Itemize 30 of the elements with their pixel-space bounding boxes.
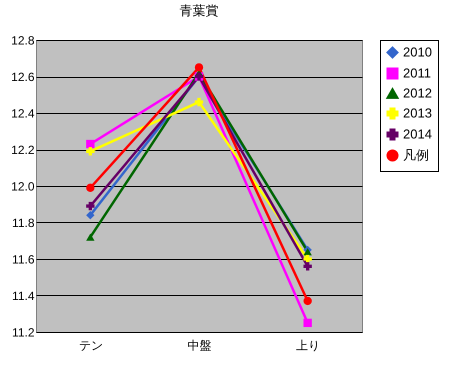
point [86,202,95,210]
legend-label: 凡例 [403,148,429,162]
legend-label: 2011 [403,66,431,80]
y-tick-label: 11.6 [12,252,35,266]
point [86,211,95,220]
y-tick-label: 12.2 [11,143,35,157]
point [303,248,312,256]
legend-label: 2014 [403,126,432,142]
y-tick-label: 11.8 [12,216,35,230]
y-tick-label: 11.2 [12,326,35,340]
legend-label: 2012 [403,86,432,100]
y-tick-label: 12.6 [11,70,35,84]
x-tick-label: 中盤 [188,338,212,352]
y-tick-label: 11.4 [12,289,35,303]
point [303,262,312,270]
chart-title: 青葉賞 [180,4,218,19]
y-tick-label: 12.8 [11,34,35,48]
legend-label: 2013 [403,106,432,120]
point [86,184,95,192]
legend-label: 2010 [403,44,432,60]
y-tick-label: 12.4 [11,106,35,120]
x-tick-label: テン [78,338,103,352]
point [194,63,204,72]
point [303,318,312,328]
x-tick-label: 上り [296,338,320,352]
y-tick-label: 12.0 [11,180,35,194]
point [303,296,312,306]
point [86,233,95,241]
point [86,147,95,156]
point [86,140,95,148]
